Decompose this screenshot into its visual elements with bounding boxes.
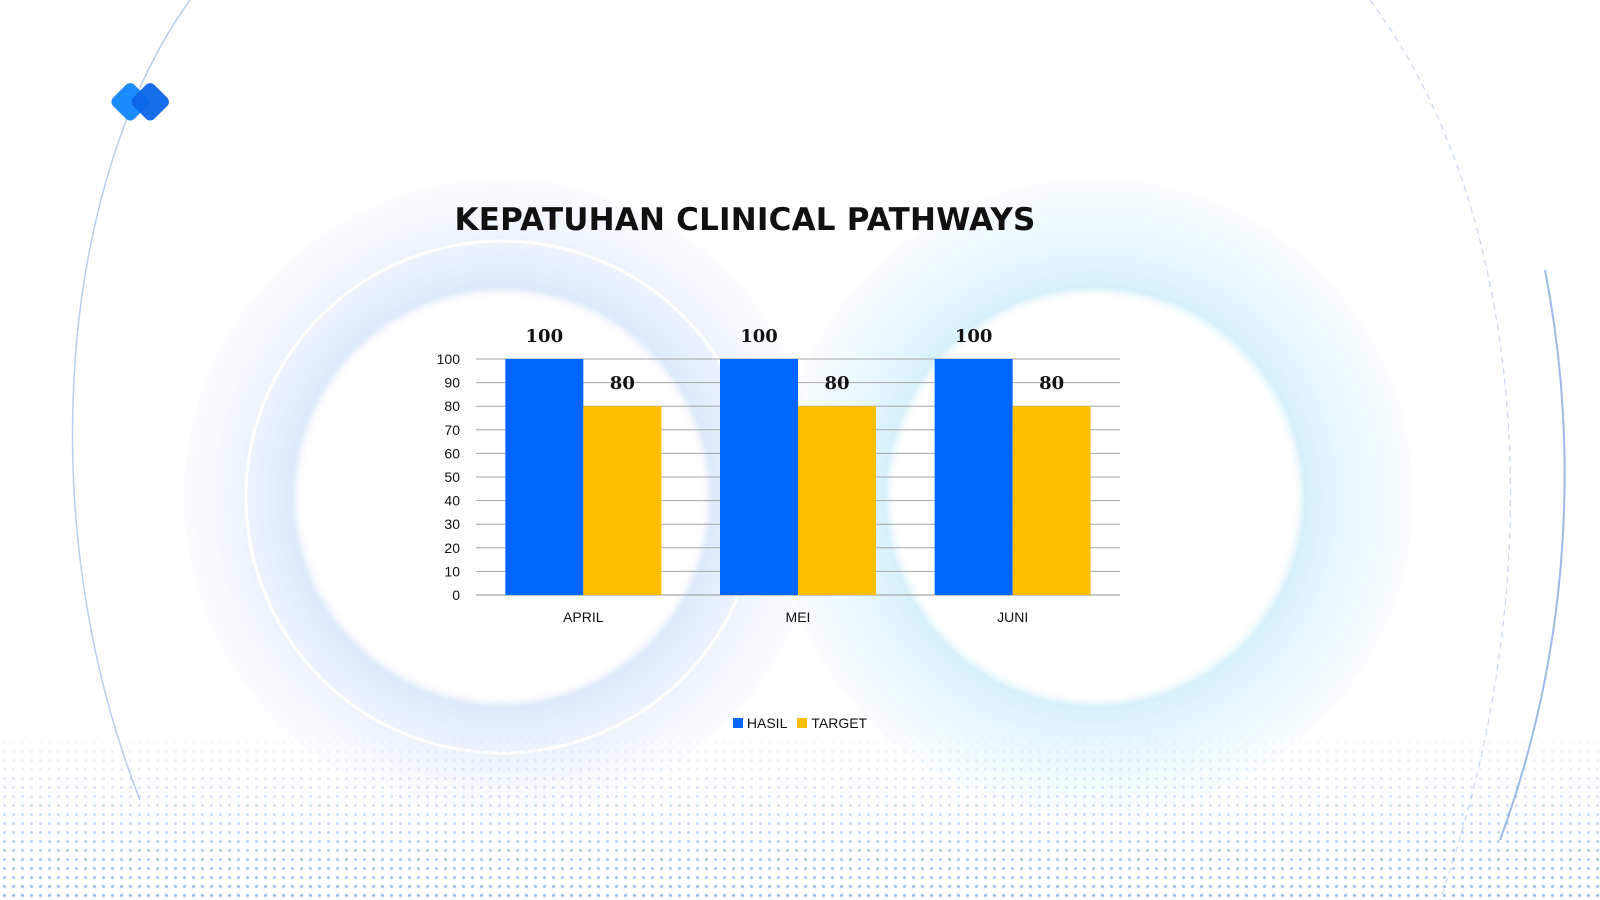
chart-title: KEPATUHAN CLINICAL PATHWAYS: [454, 202, 1036, 238]
legend-item-hasil: HASIL: [732, 715, 788, 731]
logo-icon: [111, 83, 169, 121]
x-category-label: MEI: [786, 609, 811, 625]
data-labels: 100 80 100 80 100 80: [526, 326, 1065, 394]
x-axis-labels: APRIL MEI JUNI: [563, 609, 1028, 625]
data-label: 100: [955, 326, 993, 347]
bar-hasil-juni: [934, 359, 1013, 595]
bar-target-juni: [1012, 406, 1091, 595]
y-tick-label: 80: [444, 398, 460, 414]
legend-swatch: [732, 718, 743, 728]
bar-target-april: [583, 406, 662, 595]
y-tick-label: 60: [444, 445, 460, 461]
bar-hasil-april: [505, 359, 584, 595]
y-tick-label: 40: [444, 493, 460, 509]
bars: [505, 359, 1091, 595]
y-tick-label: 0: [452, 587, 460, 603]
y-tick-label: 70: [444, 422, 460, 438]
legend: HASIL TARGET: [0, 715, 1600, 731]
data-label: 80: [1039, 373, 1064, 394]
legend-swatch: [797, 718, 808, 728]
y-axis-ticks: 0 10 20 30 40 50 60 70 80 90 100: [437, 351, 461, 603]
x-category-label: APRIL: [563, 609, 604, 625]
bar-target-mei: [798, 406, 876, 595]
x-category-label: JUNI: [997, 609, 1028, 625]
data-label: 80: [824, 373, 849, 394]
y-tick-label: 30: [444, 516, 460, 532]
background-ring-left: [184, 179, 820, 815]
y-tick-label: 20: [444, 540, 460, 556]
y-tick-label: 50: [444, 469, 460, 485]
legend-item-target: TARGET: [797, 715, 867, 731]
bar-hasil-mei: [720, 359, 798, 595]
y-tick-label: 90: [444, 375, 460, 391]
legend-label: TARGET: [811, 715, 868, 731]
data-label: 100: [526, 326, 564, 347]
data-label: 80: [610, 373, 635, 394]
background-ring-right: [777, 179, 1413, 815]
legend-label: HASIL: [746, 715, 788, 731]
data-label: 100: [740, 326, 778, 347]
y-tick-label: 10: [444, 563, 460, 579]
y-tick-label: 100: [437, 351, 461, 367]
